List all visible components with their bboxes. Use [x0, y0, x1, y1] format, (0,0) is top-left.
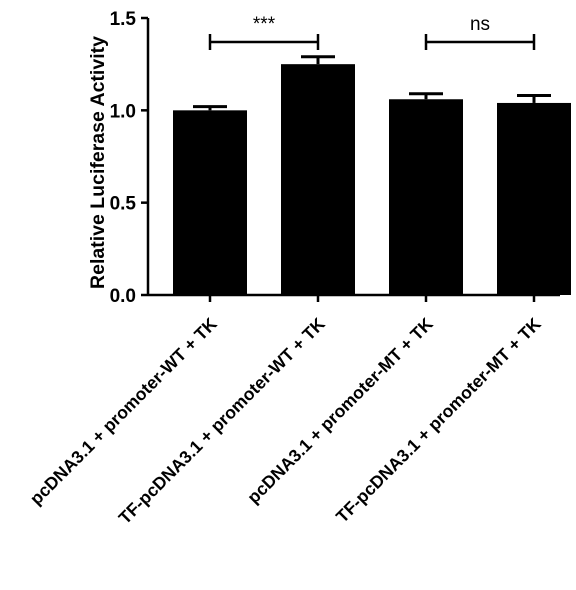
x-category-label: TF-pcDNA3.1 + promoter-WT + TK [115, 313, 329, 527]
y-tick-label: 0.5 [110, 194, 137, 215]
y-axis-title: Relative Luciferase Activity [87, 36, 109, 289]
x-category-label: TF-pcDNA3.1 + promoter-MT + TK [332, 313, 545, 526]
y-tick-label: 1.5 [110, 9, 137, 30]
x-category-label: pcDNA3.1 + promoter-WT + TK [26, 313, 221, 508]
bar [497, 102, 571, 296]
y-tick-label: 1.0 [110, 101, 136, 122]
y-tick-label: 0.0 [110, 286, 136, 307]
significance-label: ns [470, 14, 490, 35]
x-category-label: pcDNA3.1 + promoter-MT + TK [243, 313, 437, 507]
bar [281, 64, 355, 296]
bar [173, 110, 247, 295]
bar [389, 99, 463, 296]
significance-label: *** [253, 14, 276, 35]
